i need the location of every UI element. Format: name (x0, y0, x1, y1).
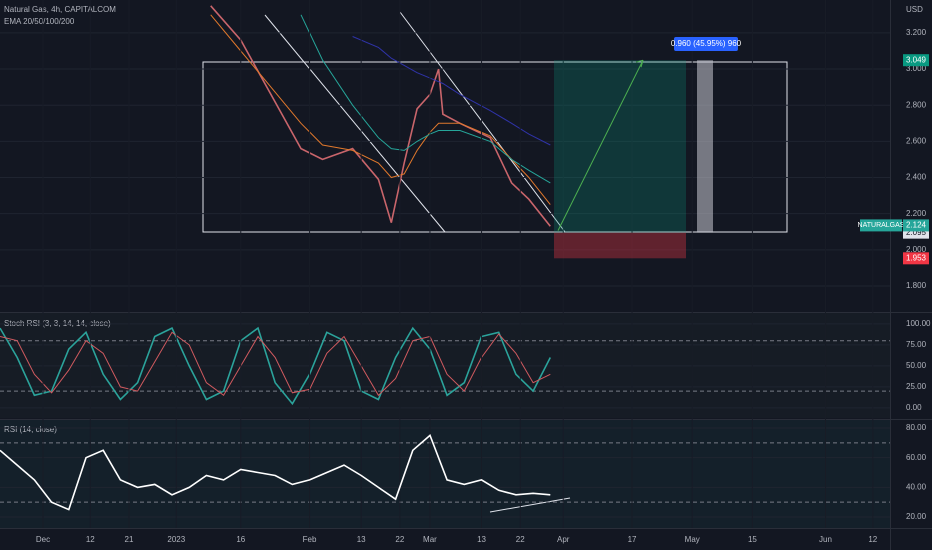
price-label: 1.953 (906, 253, 927, 262)
drawings (202, 11, 788, 513)
trend-line (264, 14, 446, 233)
x-tick-label: Dec (36, 535, 50, 544)
arrow-head (635, 59, 644, 68)
position-label: 0.960 (45.95%) 960 (671, 39, 742, 48)
projection-arrow (557, 59, 644, 231)
series-line (210, 14, 551, 205)
y-tick-label: 20.00 (906, 512, 927, 521)
price-label-box (903, 219, 929, 232)
y-tick-label: 40.00 (906, 482, 927, 491)
currency: USD (906, 5, 923, 14)
y-tick-label: 3.200 (906, 28, 927, 37)
x-tick-label: Mar (423, 535, 437, 544)
profit-zone (554, 60, 686, 233)
trend-line (399, 11, 566, 233)
x-tick-label: 2023 (167, 535, 185, 544)
x-tick-label: May (685, 535, 700, 544)
series-line (0, 326, 552, 406)
y-tick-label: 0.00 (906, 403, 922, 412)
y-tick-label: 1.800 (906, 281, 927, 290)
y-tick-label: 2.400 (906, 173, 927, 182)
y-tick-label: 2.600 (906, 136, 927, 145)
x-tick-label: 13 (477, 535, 486, 544)
x-tick-label: 13 (357, 535, 366, 544)
x-tick-label: Feb (303, 535, 317, 544)
series-line (210, 5, 551, 227)
price-label: 2.095 (906, 228, 927, 237)
x-tick-label: 21 (125, 535, 134, 544)
series-line (0, 434, 551, 511)
x-tick-label: 22 (516, 535, 525, 544)
x-tick-label: Apr (557, 535, 570, 544)
y-tick-label: 3.000 (906, 64, 927, 73)
symbol-label: NATURALGAS (858, 222, 905, 229)
indicator-title: RSI (14, close) (4, 425, 57, 434)
symbol-label-box (860, 219, 902, 232)
loss-zone (554, 232, 686, 259)
y-tick-label: 2.200 (906, 209, 927, 218)
bar-marker (697, 60, 713, 233)
y-tick-label: 2.800 (906, 100, 927, 109)
y-tick-label: 100.00 (906, 319, 931, 328)
x-tick-label: 16 (236, 535, 245, 544)
y-tick-label: 50.00 (906, 361, 927, 370)
price-label-box (903, 54, 929, 67)
series-line (0, 331, 551, 397)
price-label-box (903, 252, 929, 265)
y-tick-label: 60.00 (906, 453, 927, 462)
price-label: 3.049 (906, 55, 927, 64)
indicator-title: EMA 20/50/100/200 (4, 17, 75, 26)
x-tick-label: 15 (748, 535, 757, 544)
chart-title: Natural Gas, 4h, CAPITALCOM (4, 5, 116, 14)
x-tick-label: 17 (628, 535, 637, 544)
position-label-box (674, 37, 738, 51)
trend-line (489, 497, 571, 513)
y-tick-label: 25.00 (906, 382, 927, 391)
y-tick-label: 2.000 (906, 245, 927, 254)
x-tick-label: 12 (868, 535, 877, 544)
x-tick-label: 12 (86, 535, 95, 544)
series-line (352, 36, 551, 146)
price-label: 2.124 (906, 221, 927, 230)
x-tick-label: 22 (395, 535, 404, 544)
x-tick-label: Jun (819, 535, 832, 544)
y-tick-label: 75.00 (906, 340, 927, 349)
y-tick-label: 80.00 (906, 423, 927, 432)
range-box (202, 61, 788, 233)
